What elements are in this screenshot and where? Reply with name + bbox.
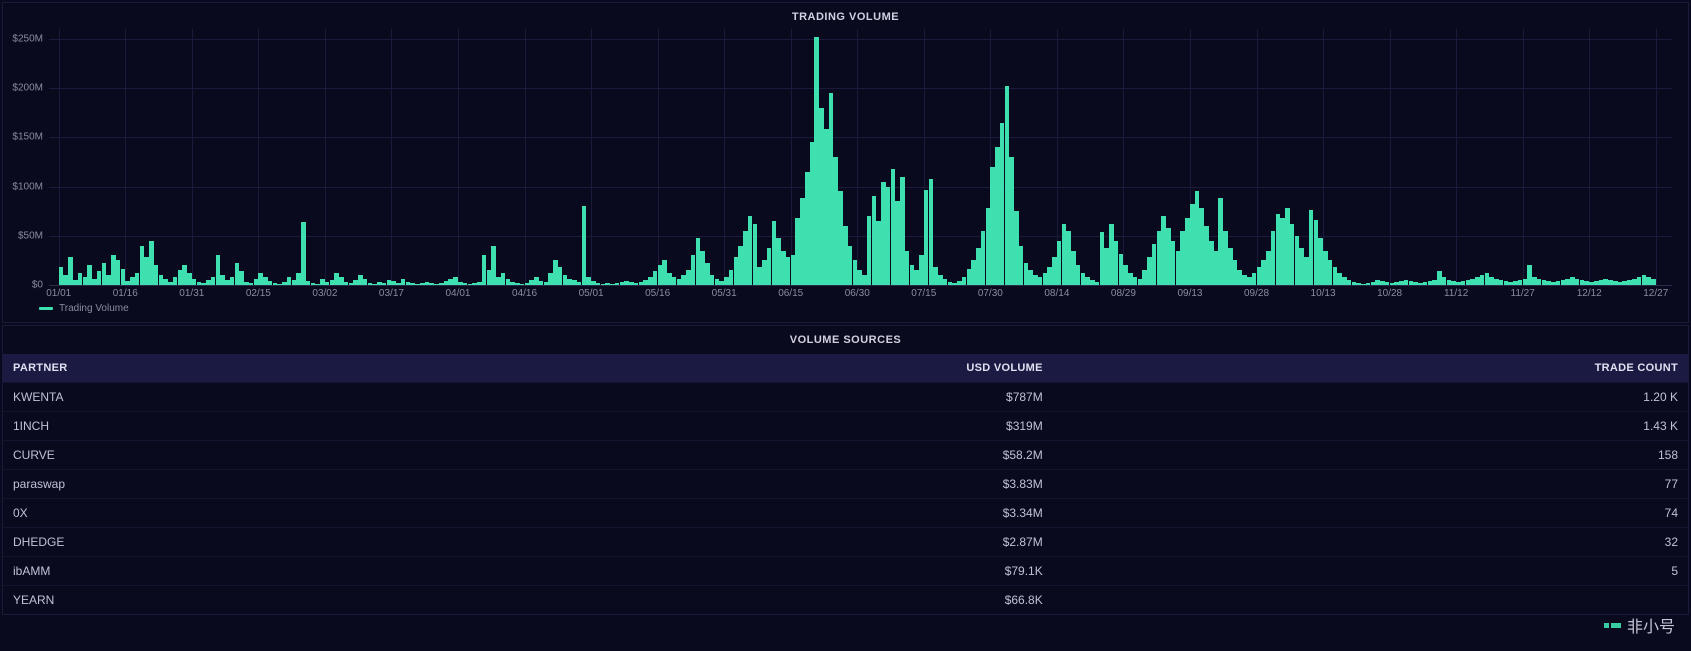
chart-title: TRADING VOLUME bbox=[11, 7, 1680, 29]
x-tick-label: 11/12 bbox=[1444, 288, 1468, 299]
chart-bars bbox=[49, 29, 1672, 285]
volume-bar[interactable] bbox=[301, 222, 306, 285]
x-tick-label: 04/16 bbox=[512, 288, 537, 299]
table-row[interactable]: DHEDGE$2.87M32 bbox=[3, 528, 1688, 557]
cell-partner: YEARN bbox=[3, 586, 461, 615]
cell-usd_volume: $3.34M bbox=[461, 499, 1053, 528]
cell-partner: CURVE bbox=[3, 441, 461, 470]
cell-usd_volume: $58.2M bbox=[461, 441, 1053, 470]
x-tick-label: 01/31 bbox=[179, 288, 204, 299]
x-tick-label: 05/31 bbox=[712, 288, 737, 299]
table-row[interactable]: KWENTA$787M1.20 K bbox=[3, 383, 1688, 412]
table-row[interactable]: CURVE$58.2M158 bbox=[3, 441, 1688, 470]
cell-partner: DHEDGE bbox=[3, 528, 461, 557]
x-tick-label: 03/02 bbox=[312, 288, 337, 299]
x-tick-label: 10/13 bbox=[1311, 288, 1336, 299]
cell-usd_volume: $2.87M bbox=[461, 528, 1053, 557]
y-tick-label: $0 bbox=[32, 280, 43, 291]
watermark-icon bbox=[1604, 623, 1621, 628]
volume-bar[interactable] bbox=[582, 206, 587, 285]
x-tick-label: 05/01 bbox=[579, 288, 604, 299]
x-tick-label: 09/28 bbox=[1244, 288, 1269, 299]
x-tick-label: 04/01 bbox=[445, 288, 470, 299]
x-tick-label: 12/27 bbox=[1643, 288, 1668, 299]
cell-partner: 0X bbox=[3, 499, 461, 528]
chart-plot-area[interactable]: $0$50M$100M$150M$200M$250M bbox=[49, 29, 1672, 285]
table-title: VOLUME SOURCES bbox=[3, 326, 1688, 354]
table-header-row: PARTNERUSD VOLUMETRADE COUNT bbox=[3, 354, 1688, 383]
cell-partner: KWENTA bbox=[3, 383, 461, 412]
table-body: KWENTA$787M1.20 K1INCH$319M1.43 KCURVE$5… bbox=[3, 383, 1688, 615]
y-axis: $0$50M$100M$150M$200M$250M bbox=[11, 29, 47, 285]
x-tick-label: 06/15 bbox=[778, 288, 803, 299]
x-tick-label: 05/16 bbox=[645, 288, 670, 299]
cell-usd_volume: $79.1K bbox=[461, 557, 1053, 586]
x-tick-label: 01/16 bbox=[113, 288, 138, 299]
cell-trade_count: 158 bbox=[1053, 441, 1688, 470]
x-axis: 01/01 01/16 01/31 02/15 03/02 03/17 04/01 04/16… bbox=[49, 285, 1672, 301]
x-tick-label: 01/01 bbox=[46, 288, 71, 299]
x-tick-label: 07/30 bbox=[978, 288, 1003, 299]
x-tick-label: 07/15 bbox=[911, 288, 936, 299]
cell-trade_count: 1.43 K bbox=[1053, 412, 1688, 441]
watermark-text: 非小号 bbox=[1627, 613, 1675, 637]
cell-trade_count: 32 bbox=[1053, 528, 1688, 557]
x-tick-label: 02/15 bbox=[246, 288, 271, 299]
table-row[interactable]: 1INCH$319M1.43 K bbox=[3, 412, 1688, 441]
cell-trade_count: 74 bbox=[1053, 499, 1688, 528]
chart-legend: Trading Volume bbox=[39, 303, 1680, 314]
y-tick-label: $50M bbox=[18, 230, 43, 241]
cell-usd_volume: $3.83M bbox=[461, 470, 1053, 499]
x-tick-label: 06/30 bbox=[845, 288, 870, 299]
x-tick-label: 08/14 bbox=[1044, 288, 1069, 299]
legend-label: Trading Volume bbox=[59, 303, 129, 314]
cell-partner: ibAMM bbox=[3, 557, 461, 586]
column-header-trade_count[interactable]: TRADE COUNT bbox=[1053, 354, 1688, 383]
cell-usd_volume: $319M bbox=[461, 412, 1053, 441]
cell-trade_count bbox=[1053, 586, 1688, 615]
trading-volume-chart-panel: TRADING VOLUME $0$50M$100M$150M$200M$250… bbox=[2, 2, 1689, 323]
y-tick-label: $250M bbox=[12, 33, 43, 44]
cell-trade_count: 1.20 K bbox=[1053, 383, 1688, 412]
cell-trade_count: 5 bbox=[1053, 557, 1688, 586]
cell-partner: paraswap bbox=[3, 470, 461, 499]
table-row[interactable]: 0X$3.34M74 bbox=[3, 499, 1688, 528]
cell-usd_volume: $66.8K bbox=[461, 586, 1053, 615]
table-row[interactable]: YEARN$66.8K bbox=[3, 586, 1688, 615]
x-tick-label: 12/12 bbox=[1577, 288, 1602, 299]
cell-partner: 1INCH bbox=[3, 412, 461, 441]
table-row[interactable]: ibAMM$79.1K5 bbox=[3, 557, 1688, 586]
x-tick-label: 03/17 bbox=[379, 288, 404, 299]
y-tick-label: $150M bbox=[12, 132, 43, 143]
legend-swatch-icon bbox=[39, 307, 53, 310]
cell-trade_count: 77 bbox=[1053, 470, 1688, 499]
x-tick-label: 08/29 bbox=[1111, 288, 1136, 299]
cell-usd_volume: $787M bbox=[461, 383, 1053, 412]
x-tick-label: 10/28 bbox=[1377, 288, 1402, 299]
volume-sources-panel: VOLUME SOURCES PARTNERUSD VOLUMETRADE CO… bbox=[2, 325, 1689, 615]
column-header-partner[interactable]: PARTNER bbox=[3, 354, 461, 383]
y-tick-label: $200M bbox=[12, 83, 43, 94]
watermark: 非小号 bbox=[1604, 613, 1675, 637]
column-header-usd_volume[interactable]: USD VOLUME bbox=[461, 354, 1053, 383]
x-tick-label: 09/13 bbox=[1177, 288, 1202, 299]
y-tick-label: $100M bbox=[12, 181, 43, 192]
x-tick-label: 11/27 bbox=[1511, 288, 1535, 299]
volume-sources-table: PARTNERUSD VOLUMETRADE COUNT KWENTA$787M… bbox=[3, 354, 1688, 614]
table-row[interactable]: paraswap$3.83M77 bbox=[3, 470, 1688, 499]
